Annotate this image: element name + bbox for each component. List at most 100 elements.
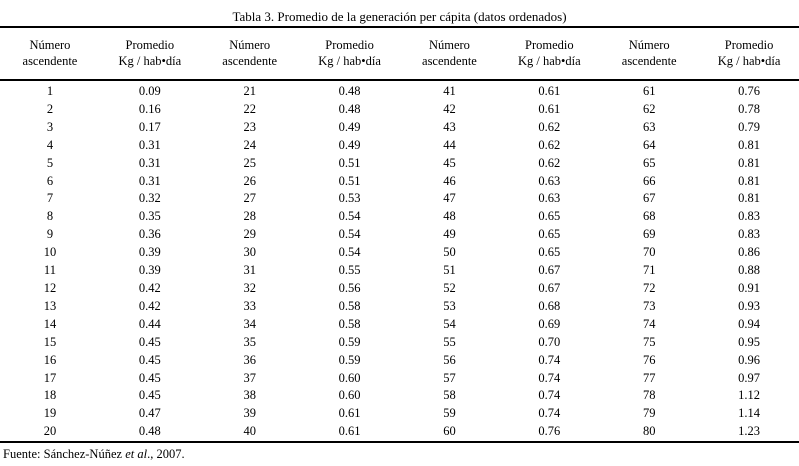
table-cell: 54 [443, 316, 456, 331]
table-row: 20 0.48 40 0.61 60 0.76 80 1.23 [0, 423, 799, 442]
table-cell: 0.97 [738, 370, 760, 385]
table-cell: 0.95 [738, 334, 760, 349]
table-cell: 1.23 [738, 424, 760, 439]
column-header: Número ascendente [22, 38, 78, 68]
table-cell: 35 [243, 334, 256, 349]
table-cell: 0.51 [338, 155, 361, 170]
column-header: Promedio Kg / hab•día [717, 38, 781, 68]
table-cell: 0.49 [338, 119, 361, 134]
table-cell: 0.78 [738, 101, 760, 116]
table-cell: 0.31 [138, 173, 161, 188]
table-cell: 74 [642, 316, 656, 331]
table-cell: 20 [43, 424, 57, 439]
table-cell: 0.68 [538, 298, 561, 313]
table-cell: 27 [243, 191, 256, 206]
table-cell: 72 [642, 280, 656, 295]
table-cell: 0.54 [338, 245, 361, 260]
table-cell: 48 [443, 209, 456, 224]
source-note-etal: et al [125, 447, 148, 462]
table-cell: 0.62 [538, 137, 561, 152]
table-cell: 0.55 [338, 263, 361, 278]
table-cell: 30 [243, 245, 256, 260]
table-cell: 0.16 [138, 101, 161, 116]
table-cell: 0.32 [138, 191, 161, 206]
table-row: 15 0.45 35 0.59 55 0.70 75 0.95 [0, 334, 799, 352]
table-cell: 24 [243, 137, 256, 152]
table-cell: 7 [46, 191, 54, 206]
table-cell: 5 [46, 155, 54, 170]
table-cell: 0.76 [738, 84, 760, 98]
table-cell: 6 [46, 173, 54, 188]
table-cell: 71 [642, 263, 656, 278]
table-header: Número ascendente Promedio Kg / hab•día Núme… [0, 27, 799, 80]
table-cell: 0.94 [738, 316, 760, 331]
table-cell: 0.09 [138, 84, 161, 98]
table-cell: 37 [243, 370, 256, 385]
table-cell: 0.60 [338, 370, 361, 385]
table-cell: 66 [642, 173, 656, 188]
table-cell: 75 [642, 334, 656, 349]
table-cell: 0.81 [738, 155, 760, 170]
table-cell: 60 [443, 424, 456, 439]
table-cell: 0.81 [738, 137, 760, 152]
source-note-suffix: ., 2007. [147, 447, 185, 462]
table-cell: 0.58 [338, 316, 361, 331]
table-cell: 49 [443, 227, 456, 242]
table-cell: 0.45 [138, 352, 161, 367]
table-cell: 0.69 [538, 316, 561, 331]
table-row: 8 0.35 28 0.54 48 0.65 68 0.83 [0, 208, 799, 226]
table-cell: 10 [43, 245, 57, 260]
table-row: 9 0.36 29 0.54 49 0.65 69 0.83 [0, 226, 799, 244]
table-cell: 4 [46, 137, 54, 152]
table-cell: 0.61 [538, 101, 561, 116]
table-row: 3 0.17 23 0.49 43 0.62 63 0.79 [0, 119, 799, 137]
table-cell: 47 [443, 191, 456, 206]
table-cell: 0.59 [338, 334, 361, 349]
table-row: 18 0.45 38 0.60 58 0.74 78 1.12 [0, 387, 799, 405]
table-row: 16 0.45 36 0.59 56 0.74 76 0.96 [0, 352, 799, 370]
table-row: 13 0.42 33 0.58 53 0.68 73 0.93 [0, 298, 799, 316]
table-cell: 67 [642, 191, 656, 206]
table-cell: 40 [243, 424, 256, 439]
table-cell: 34 [243, 316, 256, 331]
column-header: Promedio Kg / hab•día [118, 38, 182, 68]
table-row: 7 0.32 27 0.53 47 0.63 67 0.81 [0, 190, 799, 208]
table-row: 17 0.45 37 0.60 57 0.74 77 0.97 [0, 370, 799, 388]
table-cell: 68 [642, 209, 656, 224]
table-cell: 41 [443, 84, 456, 98]
table-cell: 0.79 [738, 119, 760, 134]
table-cell: 0.61 [338, 406, 361, 421]
table-cell: 43 [443, 119, 456, 134]
table-cell: 70 [642, 245, 656, 260]
table-cell: 8 [46, 209, 54, 224]
table-cell: 0.44 [138, 316, 161, 331]
source-note-prefix: Fuente: Sánchez-Núñez [3, 447, 126, 462]
table-cell: 0.83 [738, 209, 760, 224]
table-cell: 36 [243, 352, 256, 367]
table-row: 11 0.39 31 0.55 51 0.67 71 0.88 [0, 262, 799, 280]
table-cell: 31 [243, 263, 256, 278]
column-header: Número ascendente [422, 38, 477, 68]
table-cell: 0.60 [338, 388, 361, 403]
table-cell: 11 [43, 263, 56, 278]
table-cell: 0.65 [538, 209, 561, 224]
table-cell: 0.45 [138, 388, 161, 403]
table-cell: 23 [243, 119, 256, 134]
table-cell: 21 [243, 84, 256, 98]
table-cell: 56 [443, 352, 456, 367]
table-cell: 42 [443, 101, 456, 116]
table-cell: 0.74 [538, 352, 561, 367]
table-cell: 0.74 [538, 388, 561, 403]
table-cell: 0.31 [138, 155, 161, 170]
table-cell: 50 [443, 245, 456, 260]
table-cell: 79 [642, 406, 656, 421]
table-cell: 0.45 [138, 334, 161, 349]
table-cell: 0.63 [538, 173, 561, 188]
table-cell: 32 [243, 280, 256, 295]
table-caption: Tabla 3. Promedio de la generación per c… [232, 9, 567, 24]
table-cell: 61 [642, 84, 656, 98]
table-cell: 3 [46, 119, 54, 134]
table-cell: 78 [642, 388, 656, 403]
table-cell: 62 [642, 101, 656, 116]
